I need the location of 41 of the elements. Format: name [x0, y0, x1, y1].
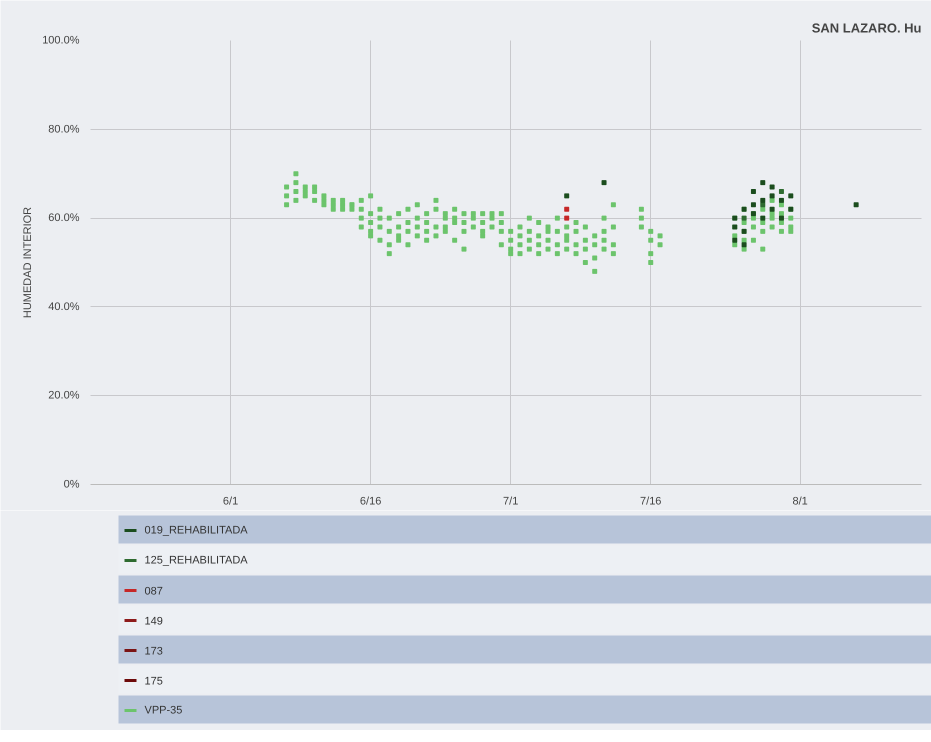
point	[564, 206, 570, 212]
legend-label: 125_REHABILITADA	[144, 554, 248, 566]
point	[788, 193, 794, 198]
point	[742, 216, 747, 221]
y-axis-title: HUMEDAD INTERIOR	[22, 206, 34, 318]
x-tick-label: 8/1	[792, 496, 808, 508]
point	[770, 206, 775, 212]
point	[760, 198, 766, 203]
legend-label: 019_REHABILITADA	[144, 524, 248, 536]
legend-label: 149	[144, 616, 163, 628]
x-tick-label: 7/16	[640, 496, 662, 508]
point	[742, 242, 747, 248]
point	[750, 188, 756, 194]
legend-label: 087	[144, 586, 163, 598]
point	[760, 180, 766, 186]
point	[602, 180, 607, 186]
point	[760, 202, 766, 208]
y-tick-label: 20.0%	[48, 390, 80, 402]
point	[778, 188, 784, 194]
legend-label: VPP-35	[144, 704, 182, 716]
point	[778, 216, 784, 221]
y-tick-label: 100.0%	[42, 34, 80, 46]
legend-label: 175	[144, 676, 163, 688]
point	[770, 193, 775, 198]
point	[732, 238, 738, 243]
y-tick-label: 0%	[64, 478, 80, 490]
y-tick-label: 60.0%	[48, 212, 80, 224]
chart-title: SAN LAZARO. Hu	[812, 20, 922, 36]
x-tick-label: 7/1	[503, 496, 518, 508]
legend-label: 173	[144, 646, 163, 658]
point	[564, 216, 570, 221]
point	[760, 216, 766, 221]
x-tick-label: 6/1	[222, 496, 238, 508]
point	[564, 193, 570, 198]
point	[770, 184, 775, 190]
x-tick-label: 6/16	[360, 496, 382, 508]
y-tick-label: 80.0%	[48, 123, 80, 136]
y-tick-label: 40.0%	[48, 300, 80, 313]
point	[778, 198, 784, 203]
point	[854, 202, 859, 208]
point	[750, 202, 756, 208]
